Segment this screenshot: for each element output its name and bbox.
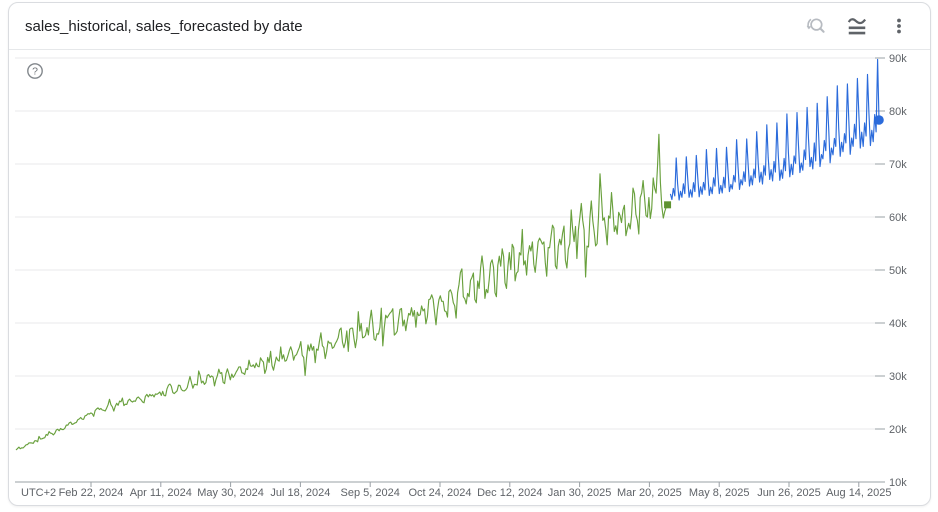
svg-text:?: ? bbox=[32, 66, 38, 78]
x-axis-label: Jul 18, 2024 bbox=[270, 487, 330, 499]
x-axis-label: Mar 20, 2025 bbox=[617, 487, 682, 499]
y-axis-label: 40k bbox=[889, 318, 907, 330]
y-axis-label: 70k bbox=[889, 159, 907, 171]
smoothed-line-chart-icon bbox=[847, 18, 867, 35]
x-axis-label: Apr 11, 2024 bbox=[130, 487, 192, 499]
kebab-menu-icon bbox=[897, 18, 901, 34]
x-axis-label: Dec 12, 2024 bbox=[477, 487, 542, 499]
sales-forecasted-line bbox=[669, 58, 880, 201]
x-axis-label: Jun 26, 2025 bbox=[757, 487, 821, 499]
chart-titlebar: sales_historical, sales_forecasted by da… bbox=[9, 3, 930, 50]
x-axis-label: Oct 24, 2024 bbox=[409, 487, 472, 499]
y-axis-label: 10k bbox=[889, 477, 907, 489]
sales-historical-end-marker bbox=[664, 201, 672, 209]
timeseries-chart[interactable]: 10k 20k 30k 40k 50k 60k 70k 80k 90k Feb 22, 2024 A… bbox=[9, 50, 930, 504]
x-axis-label: May 8, 2025 bbox=[689, 487, 750, 499]
reset-zoom-button[interactable] bbox=[798, 9, 832, 43]
y-axis-label: 90k bbox=[889, 53, 907, 65]
x-axis-label: May 30, 2024 bbox=[197, 487, 264, 499]
y-axis-label: 50k bbox=[889, 265, 907, 277]
y-axis-label: 60k bbox=[889, 212, 907, 224]
x-axis-label: Sep 5, 2024 bbox=[341, 487, 400, 499]
x-axis-label: Aug 14, 2025 bbox=[826, 487, 891, 499]
x-axis-label: Feb 22, 2024 bbox=[59, 487, 124, 499]
chart-card: sales_historical, sales_forecasted by da… bbox=[8, 2, 931, 506]
help-button[interactable]: ? bbox=[25, 62, 45, 82]
sales-forecasted-end-marker bbox=[874, 115, 884, 125]
page-title: sales_historical, sales_forecasted by da… bbox=[25, 17, 303, 35]
help-icon: ? bbox=[27, 63, 43, 79]
timezone-label: UTC+2 bbox=[21, 487, 56, 499]
chart-style-button[interactable] bbox=[840, 9, 874, 43]
sales-historical-line bbox=[15, 133, 669, 451]
titlebar-actions bbox=[798, 9, 916, 43]
x-axis-label: Jan 30, 2025 bbox=[548, 487, 612, 499]
y-axis-label: 80k bbox=[889, 106, 907, 118]
y-axis-label: 20k bbox=[889, 424, 907, 436]
chart-area: ? 10k 20k 30k 40k 50k 60k 70k 80k 90k Feb 22, 202… bbox=[9, 50, 930, 504]
more-options-button[interactable] bbox=[882, 9, 916, 43]
reset-zoom-icon bbox=[806, 18, 825, 33]
y-axis-label: 30k bbox=[889, 371, 907, 383]
